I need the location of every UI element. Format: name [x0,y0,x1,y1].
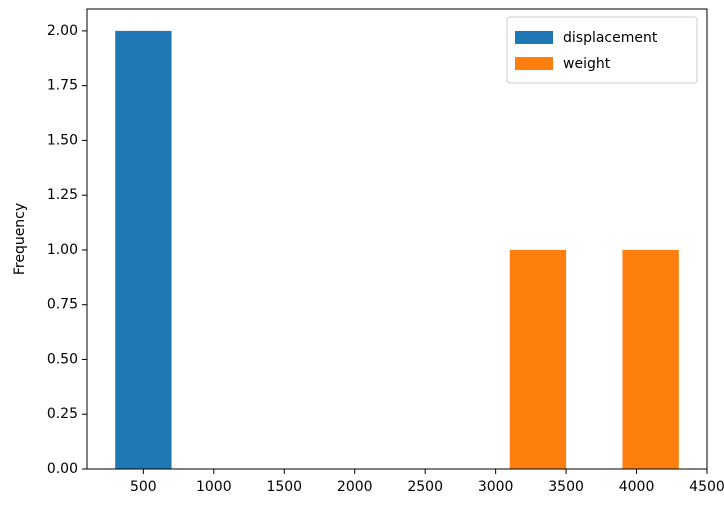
legend-label: displacement [563,30,658,46]
x-tick-label: 500 [130,479,157,495]
y-tick-label: 1.75 [47,78,78,94]
x-tick-label: 3500 [548,479,584,495]
legend-swatch [515,31,553,44]
y-tick-label: 0.75 [47,297,78,313]
y-tick-label: 1.00 [47,242,78,258]
plot-frame [86,8,708,470]
legend-box [506,16,698,84]
y-tick-label: 1.25 [47,187,78,203]
y-tick-label: 0.00 [47,461,78,477]
bar [115,30,172,470]
y-axis-label: Frequency [12,203,28,275]
x-tick-label: 4500 [689,479,724,495]
legend-swatch [515,57,553,70]
y-tick-label: 1.50 [47,132,78,148]
y-tick-label: 2.00 [47,23,78,39]
bar [622,249,679,469]
bar [509,249,567,469]
x-tick-label: 1000 [196,479,232,495]
x-tick-label: 4000 [619,479,655,495]
y-tick-label: 0.25 [47,406,78,422]
x-tick-label: 1500 [266,479,302,495]
legend-label: weight [563,56,611,72]
x-tick-label: 2000 [337,479,373,495]
x-tick-label: 2500 [407,479,443,495]
x-tick-label: 3000 [478,479,514,495]
y-tick-label: 0.50 [47,351,78,367]
